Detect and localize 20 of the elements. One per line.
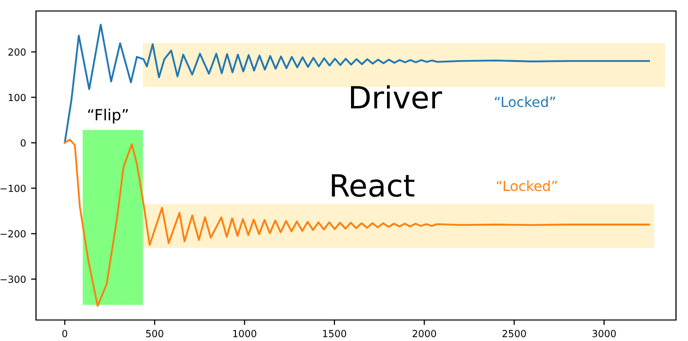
x-tick-label: 1000 [233,330,256,338]
annotation: “Locked” [494,96,555,108]
y-tick-label: 0 [20,139,26,147]
x-tick-label: 0 [62,330,68,338]
annotation: React [332,174,414,197]
x-tick-label: 2000 [412,330,436,338]
x-tick-label: 2500 [502,330,526,338]
annotation: “Locked” [496,180,557,192]
y-tick-label: −100 [0,184,26,192]
line-series [64,24,650,144]
x-tick-label: 1500 [323,330,346,338]
x-tick-label: 3000 [592,330,616,338]
annotation: Driver [351,85,442,109]
y-tick-label: 200 [8,48,26,56]
x-tick-label: 500 [146,330,164,338]
y-tick-label: −300 [0,276,26,283]
y-tick-label: 100 [8,94,26,102]
line-series [64,138,650,307]
annotation: “Flip” [88,108,128,124]
y-tick-label: −200 [0,230,26,238]
